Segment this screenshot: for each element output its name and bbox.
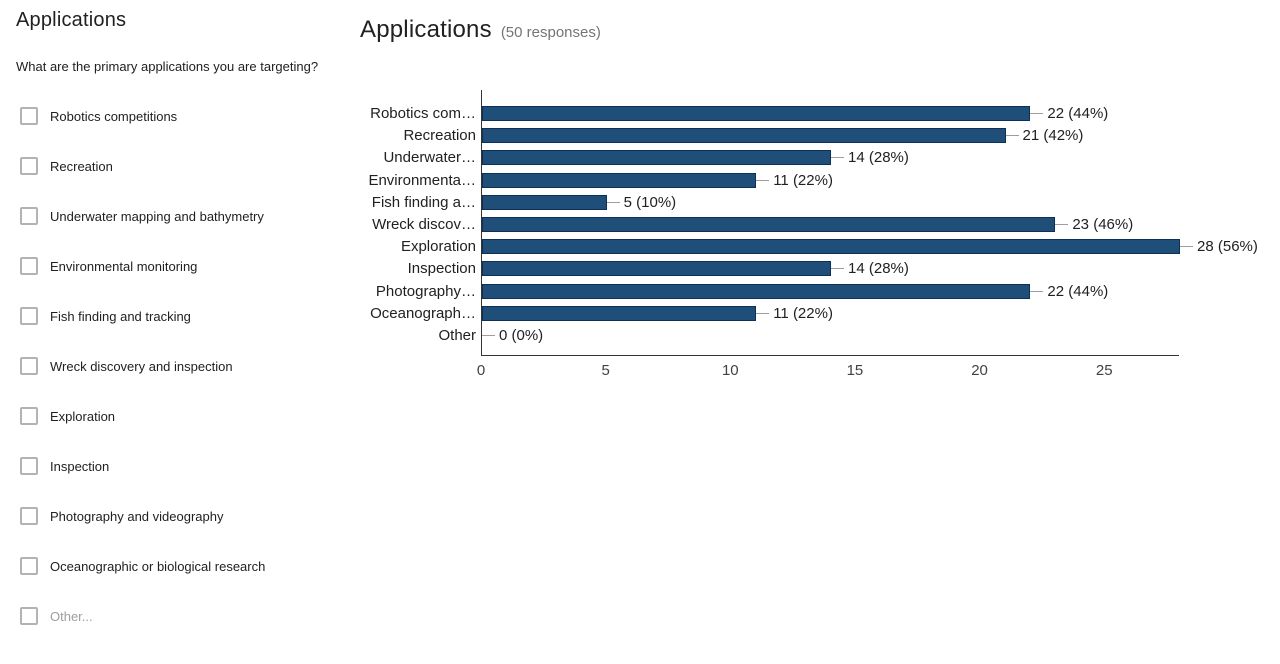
checkbox-option-row[interactable]: Oceanographic or biological research (0, 541, 340, 591)
option-label: Robotics competitions (50, 108, 178, 124)
option-label: Exploration (50, 408, 116, 424)
bar[interactable] (482, 283, 1031, 299)
category-label: Inspection (407, 260, 476, 278)
category-label: Underwater… (383, 149, 476, 167)
bar-chart-plot: 22 (44%) 21 (42%) 14 (28%) 11 (22%) 5 (10%) 2… (481, 90, 1258, 356)
category-label: Fish finding a… (371, 193, 476, 211)
value-label: 14 (28%) (848, 260, 909, 278)
question-text: What are the primary applications you ar… (16, 59, 319, 74)
value-label: 21 (42%) (1022, 127, 1084, 145)
bar[interactable] (482, 239, 1180, 255)
option-label: Other... (50, 608, 93, 624)
value-label: 11 (22%) (773, 304, 833, 322)
x-axis-tick-label: 15 (846, 362, 864, 379)
option-label: Underwater mapping and bathymetry (50, 208, 264, 224)
category-label: Environmenta… (368, 171, 476, 189)
option-label: Environmental monitoring (50, 258, 198, 274)
category-label: Wreck discov… (372, 216, 476, 233)
checkbox-icon[interactable] (20, 257, 38, 275)
bar[interactable] (482, 172, 757, 188)
checkbox-option-row[interactable]: Other... (0, 591, 340, 641)
bar[interactable] (482, 305, 757, 321)
bar[interactable] (482, 128, 1006, 144)
checkbox-option-row[interactable]: Environmental monitoring (0, 241, 340, 291)
options-list: Robotics competitions Recreation Underwate… (0, 91, 340, 641)
checkbox-option-row[interactable]: Fish finding and tracking (0, 291, 340, 341)
option-label: Wreck discovery and inspection (50, 358, 233, 374)
value-callout-line (606, 201, 620, 203)
chart-responses-count: (50 responses) (500, 24, 601, 41)
value-label: 22 (44%) (1047, 105, 1109, 122)
chart-header: Applications (50 responses) (360, 16, 601, 44)
value-callout-line (1030, 290, 1044, 292)
option-label: Photography and videography (50, 508, 224, 524)
value-callout-line (1180, 246, 1193, 248)
checkbox-icon[interactable] (20, 207, 38, 225)
value-callout-line (1005, 135, 1019, 137)
value-label: 22 (44%) (1047, 282, 1109, 300)
chart-title: Applications (360, 16, 492, 43)
checkbox-icon[interactable] (20, 157, 38, 175)
x-axis-tick-label: 5 (601, 362, 610, 379)
checkbox-option-row[interactable]: Exploration (0, 391, 340, 441)
checkbox-icon[interactable] (20, 357, 38, 375)
value-label: 0 (0%) (499, 327, 544, 344)
value-callout-line (831, 268, 844, 270)
category-label: Other (438, 327, 476, 344)
checkbox-option-row[interactable]: Recreation (0, 141, 340, 191)
value-callout-line (1030, 113, 1044, 114)
value-callout-line (756, 179, 770, 181)
value-label: 11 (22%) (773, 171, 833, 189)
checkbox-option-row[interactable]: Inspection (0, 441, 340, 491)
checkbox-icon[interactable] (20, 507, 38, 525)
bar[interactable] (482, 106, 1031, 121)
x-axis-tick-label: 10 (721, 362, 739, 379)
category-label: Exploration (400, 238, 476, 256)
option-label: Inspection (50, 458, 110, 474)
category-label: Photography… (375, 282, 476, 300)
question-panel-title: Applications (16, 9, 127, 31)
checkbox-option-row[interactable]: Robotics competitions (0, 91, 340, 141)
checkbox-icon[interactable] (20, 557, 38, 575)
option-label: Recreation (50, 158, 113, 174)
value-callout-line (1055, 224, 1069, 225)
value-callout-line (831, 157, 844, 159)
value-label: 14 (28%) (848, 149, 909, 167)
bar[interactable] (482, 261, 831, 277)
value-label: 23 (46%) (1072, 216, 1134, 233)
category-label: Recreation (403, 127, 476, 145)
checkbox-option-row[interactable]: Photography and videography (0, 491, 340, 541)
checkbox-icon[interactable] (20, 607, 38, 625)
value-label: 28 (56%) (1197, 238, 1258, 256)
option-label: Fish finding and tracking (50, 308, 191, 324)
bar[interactable] (482, 150, 831, 166)
checkbox-option-row[interactable]: Underwater mapping and bathymetry (0, 191, 340, 241)
bar[interactable] (482, 194, 607, 210)
x-axis-tick-label: 0 (476, 362, 486, 379)
checkbox-icon[interactable] (20, 307, 38, 325)
bar[interactable] (482, 217, 1056, 232)
checkbox-option-row[interactable]: Wreck discovery and inspection (0, 341, 340, 391)
x-axis-tick-label: 20 (971, 362, 988, 379)
category-label: Oceanograph… (370, 304, 476, 322)
option-label: Oceanographic or biological research (50, 558, 266, 574)
value-label: 5 (10%) (623, 193, 677, 211)
value-callout-line (756, 312, 770, 314)
value-callout-line (482, 335, 495, 336)
checkbox-icon[interactable] (20, 107, 38, 125)
checkbox-icon[interactable] (20, 457, 38, 475)
checkbox-icon[interactable] (20, 407, 38, 425)
category-label: Robotics com… (370, 105, 476, 122)
x-axis-tick-label: 25 (1095, 362, 1113, 379)
